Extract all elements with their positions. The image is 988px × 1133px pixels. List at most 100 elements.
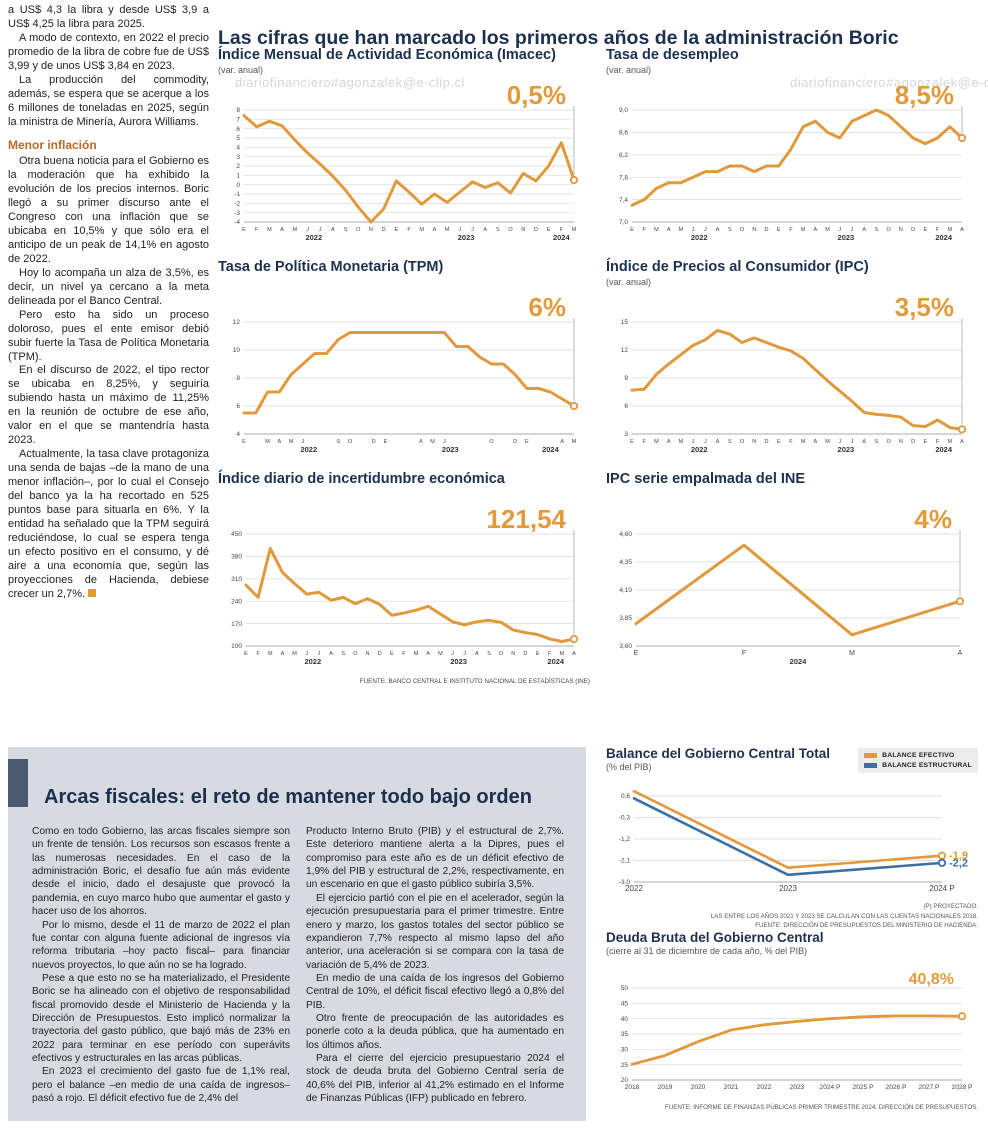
svg-text:M: M (268, 651, 273, 657)
svg-text:2018: 2018 (625, 1084, 640, 1091)
legend-item: BALANCE ESTRUCTURAL (864, 762, 972, 769)
left-article-column: a US$ 4,3 la libra y desde US$ 3,9 a US$… (8, 4, 209, 602)
deuda-line-chart: 50 45 40 35 30 25 20 2018 2019 2020 2021 2022 2023 20… (606, 964, 978, 1103)
svg-text:2022: 2022 (757, 1084, 772, 1091)
svg-text:S: S (487, 651, 491, 657)
legend-item: BALANCE EFECTIVO (864, 752, 972, 759)
svg-text:5: 5 (236, 135, 240, 142)
svg-text:E: E (525, 439, 529, 445)
svg-text:A: A (433, 227, 437, 233)
svg-text:F: F (256, 651, 260, 657)
article-paragraph: Otra buena noticia para el Gobierno es l… (8, 154, 209, 265)
svg-text:J: J (704, 227, 707, 233)
svg-text:D: D (523, 651, 527, 657)
svg-text:A: A (813, 227, 817, 233)
svg-text:E: E (242, 439, 246, 445)
svg-text:0,5%: 0,5% (507, 80, 566, 110)
svg-text:S: S (875, 439, 879, 445)
svg-text:8,2: 8,2 (619, 152, 628, 159)
svg-text:F: F (789, 227, 793, 233)
svg-text:2019: 2019 (658, 1084, 673, 1091)
svg-text:J: J (458, 227, 461, 233)
chart-title: Índice diario de incertidumbre económica (218, 471, 505, 487)
svg-text:O: O (887, 439, 892, 445)
svg-text:S: S (336, 439, 340, 445)
svg-text:F: F (560, 227, 564, 233)
svg-text:S: S (496, 227, 500, 233)
svg-text:M: M (825, 227, 830, 233)
balance-chart-notes: (P) PROYECTADO. LAS ENTRE LOS AÑOS 2021 … (606, 902, 978, 931)
svg-text:6: 6 (236, 403, 240, 410)
svg-text:J: J (838, 227, 841, 233)
svg-text:-1: -1 (234, 191, 240, 198)
svg-text:J: J (851, 439, 854, 445)
svg-text:6%: 6% (528, 292, 566, 322)
svg-text:N: N (511, 651, 515, 657)
svg-text:-2,2: -2,2 (949, 857, 968, 869)
note-line: FUENTE: DIRECCIÓN DE PRESUPUESTOS DEL MI… (755, 922, 978, 930)
svg-text:2: 2 (236, 163, 240, 170)
svg-text:2023: 2023 (442, 445, 459, 454)
svg-text:F: F (936, 439, 940, 445)
article-paragraph: En el discurso de 2022, el tipo rector s… (8, 364, 209, 447)
svg-text:F: F (255, 227, 259, 233)
svg-text:A: A (426, 651, 430, 657)
balance-chart-head: Balance del Gobierno Central Total (% de… (606, 746, 978, 772)
article-paragraph: Hoy lo acompaña un alza de 3,5%, es deci… (8, 266, 209, 307)
svg-text:M: M (825, 439, 830, 445)
chart-card-imacec: Índice Mensual de Actividad Económica (I… (218, 47, 590, 253)
note-line: (P) PROYECTADO. (923, 903, 978, 910)
svg-text:M: M (438, 651, 443, 657)
svg-text:J: J (318, 651, 321, 657)
svg-text:25: 25 (621, 1062, 629, 1069)
svg-text:E: E (547, 227, 551, 233)
svg-text:J: J (471, 227, 474, 233)
article-paragraph: A modo de contexto, en 2022 el precio pr… (8, 31, 209, 72)
svg-text:A: A (716, 227, 720, 233)
svg-text:O: O (508, 227, 513, 233)
svg-text:2022: 2022 (304, 657, 321, 666)
chart-subtitle (218, 277, 590, 288)
svg-text:450: 450 (231, 531, 242, 538)
svg-text:J: J (692, 227, 695, 233)
svg-text:M: M (679, 227, 684, 233)
article-paragraph: Actualmente, la tasa clave protagoniza u… (8, 448, 209, 602)
chart-card-tpm: Tasa de Política Monetaria (TPM) 12 10 8 6 4… (218, 259, 590, 465)
svg-text:D: D (911, 439, 915, 445)
svg-text:-1,9: -1,9 (949, 850, 968, 862)
svg-text:O: O (356, 227, 361, 233)
fiscal-paragraph: Otro frente de preocupación de las autor… (306, 1013, 564, 1051)
svg-text:2023: 2023 (458, 233, 475, 242)
chart-card-ipc: Índice de Precios al Consumidor (IPC) (v… (606, 259, 978, 465)
svg-text:2022: 2022 (300, 445, 317, 454)
svg-text:A: A (667, 227, 671, 233)
svg-text:2023: 2023 (838, 445, 855, 454)
article-paragraph: Pero esto ha sido un proceso doloroso, p… (8, 308, 209, 363)
svg-text:E: E (390, 651, 394, 657)
svg-text:F: F (643, 439, 647, 445)
svg-text:2022: 2022 (625, 884, 643, 893)
svg-text:J: J (692, 439, 695, 445)
svg-text:7,0: 7,0 (619, 219, 628, 226)
svg-text:3: 3 (236, 154, 240, 161)
svg-text:S: S (728, 227, 732, 233)
svg-text:12: 12 (621, 347, 629, 354)
legend-label: BALANCE EFECTIVO (882, 752, 955, 759)
svg-text:9,0: 9,0 (619, 107, 628, 114)
svg-text:7,8: 7,8 (619, 174, 628, 181)
svg-text:3,85: 3,85 (619, 615, 632, 622)
svg-text:D: D (764, 439, 768, 445)
svg-text:M: M (414, 651, 419, 657)
svg-text:E: E (384, 439, 388, 445)
fiscal-paragraph: Como en todo Gobierno, las arcas fiscale… (32, 826, 290, 918)
svg-text:D: D (513, 439, 517, 445)
chart-subtitle: (% del PIB) (606, 762, 652, 772)
svg-text:2025 P: 2025 P (853, 1084, 875, 1091)
svg-text:S: S (875, 227, 879, 233)
svg-text:45: 45 (621, 1001, 629, 1008)
svg-text:N: N (752, 227, 756, 233)
svg-text:J: J (704, 439, 707, 445)
tpm-line-chart: 12 10 8 6 4 E M A M J S O D E A M J O D E A M 2022 2023 2024 6% (218, 292, 590, 465)
article-paragraph-text: Actualmente, la tasa clave protagoniza u… (8, 448, 209, 600)
svg-text:121,54: 121,54 (486, 504, 566, 534)
